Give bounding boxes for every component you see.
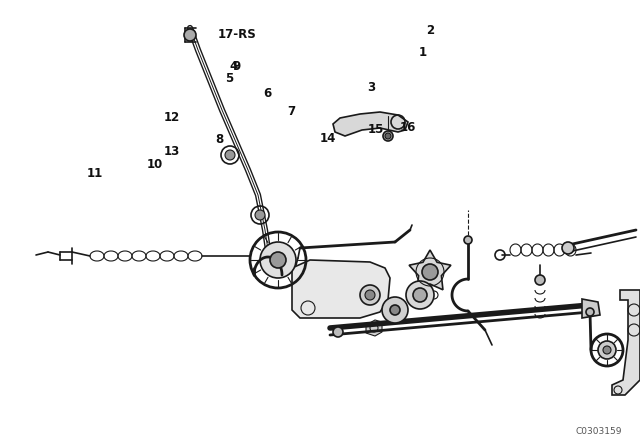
Circle shape <box>562 242 574 254</box>
Polygon shape <box>366 320 382 336</box>
Text: C0303159: C0303159 <box>575 427 622 436</box>
Circle shape <box>586 308 594 316</box>
Text: 11: 11 <box>86 167 103 181</box>
Circle shape <box>464 236 472 244</box>
Text: 8: 8 <box>215 133 223 146</box>
Circle shape <box>225 150 235 160</box>
Polygon shape <box>333 112 408 136</box>
Text: 5: 5 <box>225 72 233 85</box>
Text: 13: 13 <box>163 145 180 158</box>
Circle shape <box>382 297 408 323</box>
Circle shape <box>385 133 391 139</box>
Text: 14: 14 <box>320 132 337 146</box>
Polygon shape <box>612 290 640 395</box>
Text: 6: 6 <box>264 86 271 100</box>
Text: 12: 12 <box>163 111 180 124</box>
Circle shape <box>333 327 343 337</box>
Circle shape <box>270 252 286 268</box>
Circle shape <box>406 281 434 309</box>
Polygon shape <box>409 250 451 290</box>
Circle shape <box>598 341 616 359</box>
Text: 15: 15 <box>368 122 385 136</box>
Circle shape <box>260 242 296 278</box>
Circle shape <box>360 285 380 305</box>
Polygon shape <box>292 260 390 318</box>
Circle shape <box>383 131 393 141</box>
Circle shape <box>255 210 265 220</box>
Text: 1: 1 <box>419 46 426 60</box>
Circle shape <box>365 290 375 300</box>
Text: 4: 4 <box>230 60 237 73</box>
Circle shape <box>603 346 611 354</box>
Circle shape <box>535 275 545 285</box>
Circle shape <box>390 305 400 315</box>
Circle shape <box>413 288 427 302</box>
Polygon shape <box>582 299 600 318</box>
Text: 10: 10 <box>147 158 163 172</box>
Text: 9: 9 <box>233 60 241 73</box>
Circle shape <box>422 264 438 280</box>
Text: 17-RS: 17-RS <box>218 27 256 41</box>
Text: 3: 3 <box>367 81 375 94</box>
Text: 2: 2 <box>426 24 434 37</box>
Text: 16: 16 <box>400 121 417 134</box>
Text: 7: 7 <box>287 104 295 118</box>
Circle shape <box>184 29 196 41</box>
